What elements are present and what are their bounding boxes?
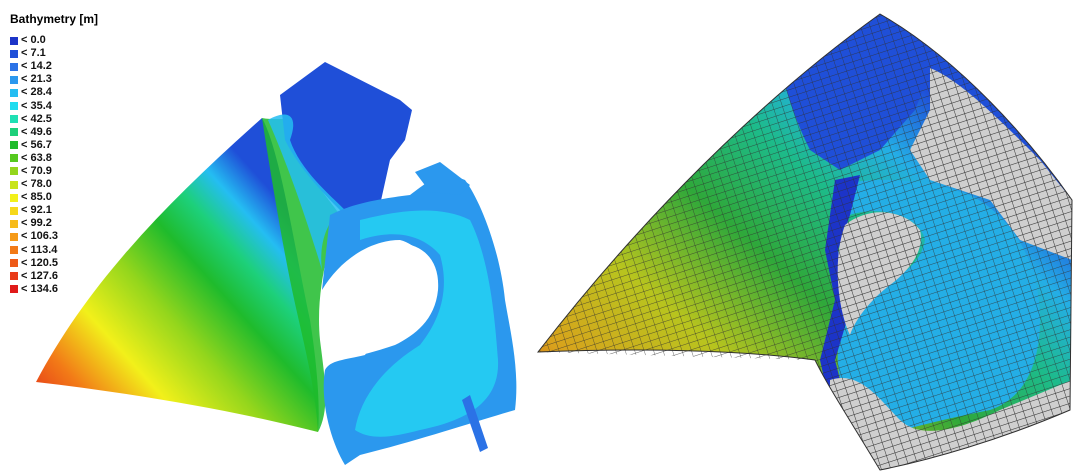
legend-item: < 49.6 xyxy=(10,126,98,139)
legend-label: < 7.1 xyxy=(21,47,46,60)
legend-item: < 78.0 xyxy=(10,178,98,191)
left-cyan-channel xyxy=(268,114,345,270)
legend-item: < 85.0 xyxy=(10,191,98,204)
legend-item: < 113.4 xyxy=(10,244,98,257)
legend-label: < 70.9 xyxy=(21,164,52,177)
legend-swatch xyxy=(10,167,18,176)
legend-swatch xyxy=(10,128,18,137)
legend-label: < 56.7 xyxy=(21,138,52,151)
legend-swatch xyxy=(10,49,18,58)
left-ne-bay xyxy=(415,162,470,195)
left-island-white xyxy=(330,243,439,362)
legend-swatch xyxy=(10,88,18,97)
legend-items: < 0.0 < 7.1 < 14.2 < 21.3 < 28.4 < 35.4 < 42.5… xyxy=(10,34,98,296)
bathymetry-legend: Bathymetry [m] < 0.0 < 7.1 < 14.2 < 21.3 < 2… xyxy=(10,12,98,296)
legend-item: < 120.5 xyxy=(10,257,98,270)
legend-swatch xyxy=(10,154,18,163)
legend-item: < 56.7 xyxy=(10,139,98,152)
legend-label: < 92.1 xyxy=(21,204,52,217)
legend-label: < 127.6 xyxy=(21,269,59,282)
legend-item: < 28.4 xyxy=(10,86,98,99)
legend-swatch xyxy=(10,75,18,84)
legend-item: < 70.9 xyxy=(10,165,98,178)
legend-label: < 78.0 xyxy=(21,178,52,191)
legend-swatch xyxy=(10,246,18,255)
legend-label: < 99.2 xyxy=(21,217,52,230)
left-lake-outlet xyxy=(462,395,488,452)
left-lake-inner-cyan xyxy=(355,210,499,437)
legend-item: < 42.5 xyxy=(10,113,98,126)
legend-item: < 63.8 xyxy=(10,152,98,165)
legend-item: < 14.2 xyxy=(10,60,98,73)
legend-label: < 14.2 xyxy=(21,60,52,73)
legend-label: < 0.0 xyxy=(21,34,46,47)
legend-item: < 99.2 xyxy=(10,217,98,230)
legend-item: < 35.4 xyxy=(10,99,98,112)
legend-label: < 28.4 xyxy=(21,86,52,99)
legend-swatch xyxy=(10,206,18,215)
legend-item: < 127.6 xyxy=(10,270,98,283)
legend-label: < 120.5 xyxy=(21,256,59,269)
legend-swatch xyxy=(10,141,18,150)
legend-swatch xyxy=(10,272,18,281)
right-mesh-map xyxy=(536,13,1073,471)
legend-swatch xyxy=(10,115,18,124)
left-shelf-area xyxy=(36,118,319,432)
legend-item: < 106.3 xyxy=(10,230,98,243)
legend-swatch xyxy=(10,259,18,268)
legend-label: < 21.3 xyxy=(21,73,52,86)
right-mesh-grid xyxy=(538,14,1072,470)
legend-label: < 106.3 xyxy=(21,230,59,243)
legend-swatch xyxy=(10,285,18,294)
left-bathymetry-map xyxy=(36,62,517,465)
legend-label: < 42.5 xyxy=(21,112,52,125)
legend-label: < 63.8 xyxy=(21,151,52,164)
legend-item: < 0.0 xyxy=(10,34,98,47)
legend-swatch xyxy=(10,62,18,71)
right-mesh-outline xyxy=(536,13,1073,471)
legend-item: < 134.6 xyxy=(10,283,98,296)
legend-swatch xyxy=(10,232,18,241)
legend-swatch xyxy=(10,102,18,111)
legend-label: < 113.4 xyxy=(21,243,58,256)
legend-swatch xyxy=(10,219,18,228)
legend-swatch xyxy=(10,193,18,202)
legend-label: < 35.4 xyxy=(21,99,52,112)
legend-swatch xyxy=(10,36,18,45)
legend-title: Bathymetry [m] xyxy=(10,12,99,26)
legend-label: < 49.6 xyxy=(21,125,52,138)
left-blue-upper-area xyxy=(280,62,412,215)
legend-item: < 7.1 xyxy=(10,47,98,60)
legend-swatch xyxy=(10,180,18,189)
legend-label: < 134.6 xyxy=(21,282,59,295)
legend-item: < 21.3 xyxy=(10,73,98,86)
legend-item: < 92.1 xyxy=(10,204,98,217)
legend-label: < 85.0 xyxy=(21,191,52,204)
